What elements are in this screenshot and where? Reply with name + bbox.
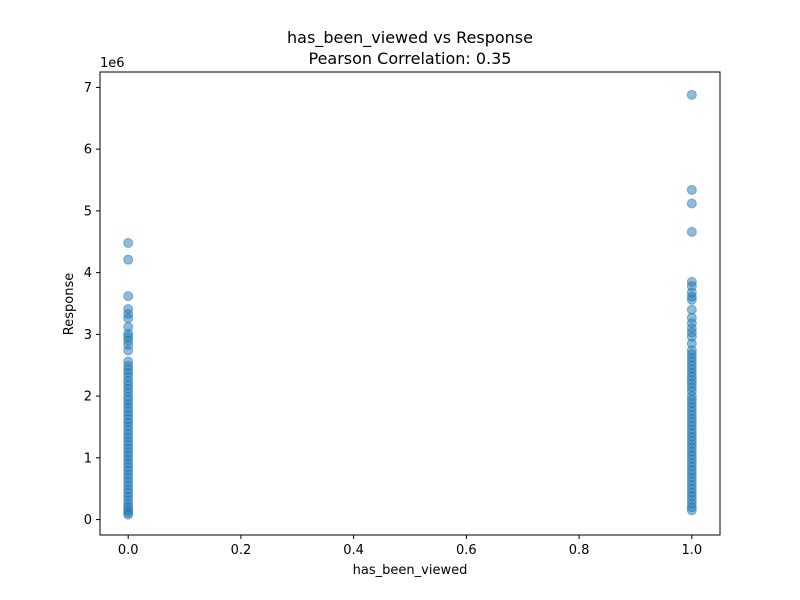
y-tick-label: 0	[84, 513, 92, 528]
x-tick-label: 0.4	[343, 543, 364, 558]
x-axis-label: has_been_viewed	[353, 563, 468, 578]
scatter-point	[686, 294, 697, 305]
scatter-point	[123, 345, 134, 356]
y-tick-label: 3	[84, 328, 92, 343]
y-tick-label: 4	[84, 266, 92, 281]
y-offset-label: 1e6	[100, 56, 125, 71]
chart-subtitle: Pearson Correlation: 0.35	[309, 49, 512, 68]
x-tick-label: 0.8	[569, 543, 590, 558]
scatter-points	[123, 89, 697, 520]
x-tick-label: 0.0	[118, 543, 139, 558]
scatter-point	[123, 509, 134, 520]
scatter-point	[686, 198, 697, 209]
y-tick-label: 6	[84, 143, 92, 158]
scatter-point	[123, 291, 134, 302]
scatter-point	[686, 505, 697, 516]
x-axis-ticks: 0.0 0.2 0.4 0.6 0.8 1.0	[118, 535, 702, 558]
y-axis-label: Response	[62, 273, 77, 335]
y-tick-label: 5	[84, 204, 92, 219]
scatter-point	[123, 254, 134, 265]
scatter-point	[123, 313, 134, 324]
scatter-point	[123, 238, 134, 248]
y-tick-label: 2	[84, 390, 92, 405]
scatter-point	[686, 226, 697, 237]
x-tick-label: 1.0	[681, 543, 702, 558]
scatter-point	[686, 184, 697, 195]
x-tick-label: 0.2	[231, 543, 252, 558]
chart-title: has_been_viewed vs Response	[287, 28, 533, 48]
x-tick-label: 0.6	[456, 543, 477, 558]
y-tick-label: 7	[84, 81, 92, 96]
scatter-point	[686, 89, 697, 100]
y-tick-label: 1	[84, 451, 92, 466]
plot-frame	[99, 71, 721, 536]
y-axis-ticks: 0 1 2 3 4 5 6 7	[84, 81, 100, 528]
